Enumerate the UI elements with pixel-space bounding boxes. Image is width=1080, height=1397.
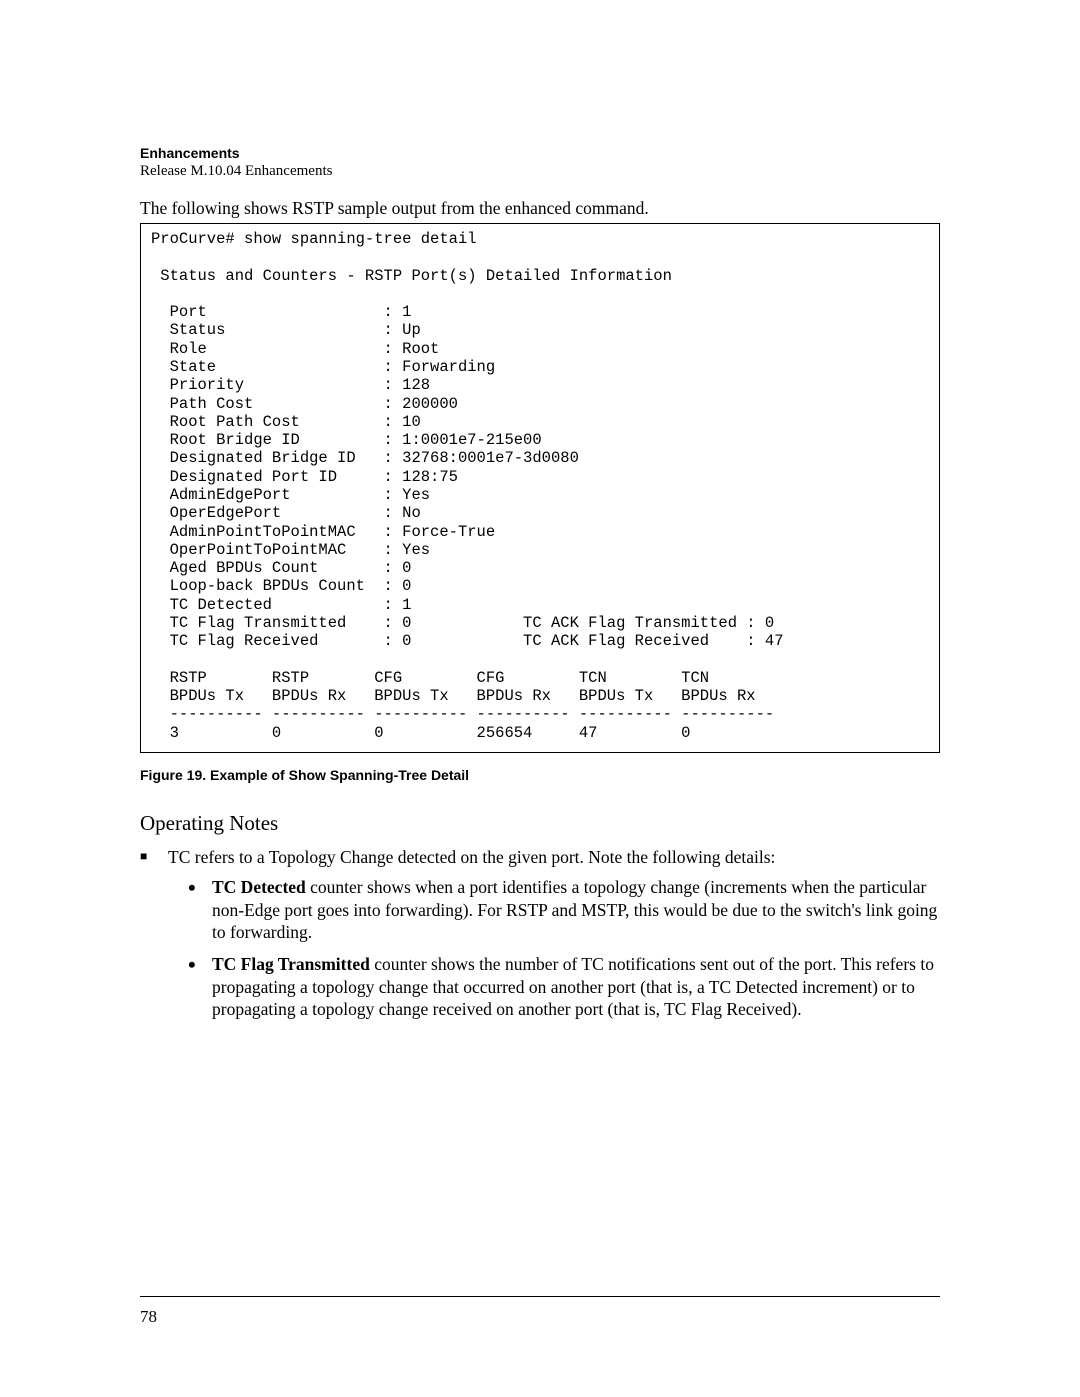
list-item: TC Flag Transmitted counter shows the nu… bbox=[188, 953, 940, 1020]
terminal-output-box: ProCurve# show spanning-tree detail Stat… bbox=[140, 223, 940, 753]
page-number: 78 bbox=[140, 1307, 157, 1327]
header-title: Enhancements bbox=[140, 145, 940, 161]
section-heading: Operating Notes bbox=[140, 811, 940, 836]
tc-detected-text: counter shows when a port identifies a t… bbox=[212, 877, 937, 942]
tc-detected-label: TC Detected bbox=[212, 877, 306, 897]
list-item: TC refers to a Topology Change detected … bbox=[140, 846, 940, 1021]
intro-line: The following shows RSTP sample output f… bbox=[140, 198, 940, 219]
document-page: Enhancements Release M.10.04 Enhancement… bbox=[0, 0, 1080, 1397]
footer-rule bbox=[140, 1296, 940, 1297]
list-item: TC Detected counter shows when a port id… bbox=[188, 876, 940, 943]
figure-caption: Figure 19. Example of Show Spanning-Tree… bbox=[140, 767, 940, 783]
header-subtitle: Release M.10.04 Enhancements bbox=[140, 163, 940, 180]
notes-list: TC refers to a Topology Change detected … bbox=[140, 846, 940, 1021]
tc-flag-transmitted-label: TC Flag Transmitted bbox=[212, 954, 370, 974]
notes-sublist: TC Detected counter shows when a port id… bbox=[188, 876, 940, 1020]
note-top-text: TC refers to a Topology Change detected … bbox=[168, 847, 775, 867]
